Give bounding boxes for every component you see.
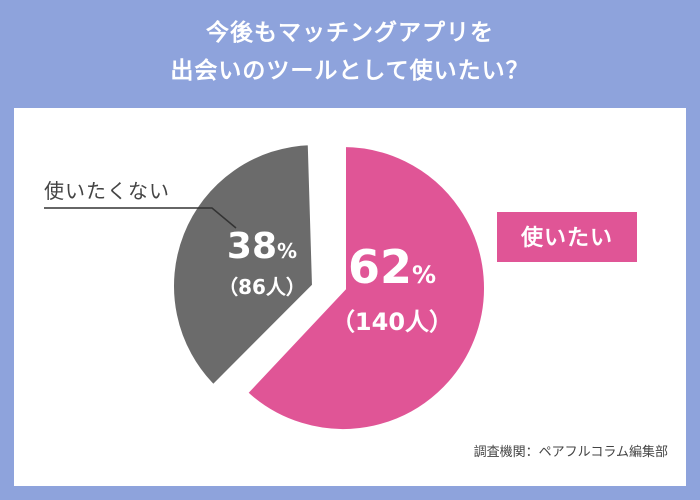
percent-label-dont-want: 38% — [227, 226, 297, 267]
slice-label-want: 使いたい — [520, 226, 613, 251]
source-credit: 調査機関：ペアフルコラム編集部 — [474, 444, 668, 460]
percent-label-want: 62% — [348, 240, 436, 294]
chart-title: 今後もマッチングアプリを 出会いのツールとして使いたい？ — [0, 14, 700, 90]
count-label-dont-want: （86人） — [218, 275, 306, 299]
callout-leader-line — [44, 207, 237, 229]
title-line-1: 今後もマッチングアプリを — [206, 20, 494, 46]
slice-label-dont-want: 使いたくない — [44, 179, 170, 203]
title-line-2: 出会いのツールとして使いたい？ — [170, 58, 530, 84]
legend-badge-want — [497, 212, 637, 262]
count-label-want: （140人） — [331, 308, 453, 336]
pie-slice-dont-want — [168, 138, 319, 393]
pie-slice-want — [240, 140, 490, 435]
